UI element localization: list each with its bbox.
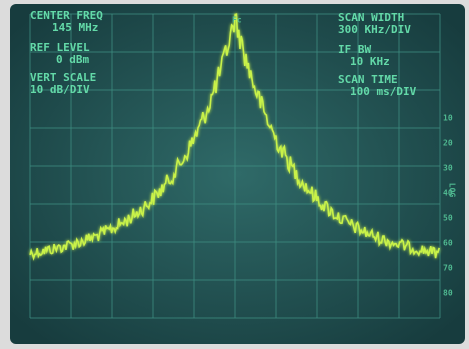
scale-tick: 50 <box>443 214 453 223</box>
readout-value: 300 KHz/DIV <box>338 23 411 36</box>
readout-value: 145 MHz <box>52 21 98 34</box>
scale-tick: 60 <box>443 239 453 248</box>
scale-tick: 80 <box>443 289 453 298</box>
scale-tick: 70 <box>443 264 453 273</box>
readout-value: 10 dB/DIV <box>30 83 90 96</box>
analyzer-screen: CENTER FREQ 145 MHz REF LEVEL 0 dBm VERT… <box>0 0 469 349</box>
readout-value: 10 KHz <box>350 55 390 68</box>
scale-tick: 40 <box>443 189 453 198</box>
center-marker: Fc <box>232 16 242 25</box>
scale-tick: 10 <box>443 114 453 123</box>
scale-tick: 20 <box>443 139 453 148</box>
readout-value: 0 dBm <box>56 53 89 66</box>
scale-tick: 30 <box>443 164 453 173</box>
readout-value: 100 ms/DIV <box>350 85 417 98</box>
